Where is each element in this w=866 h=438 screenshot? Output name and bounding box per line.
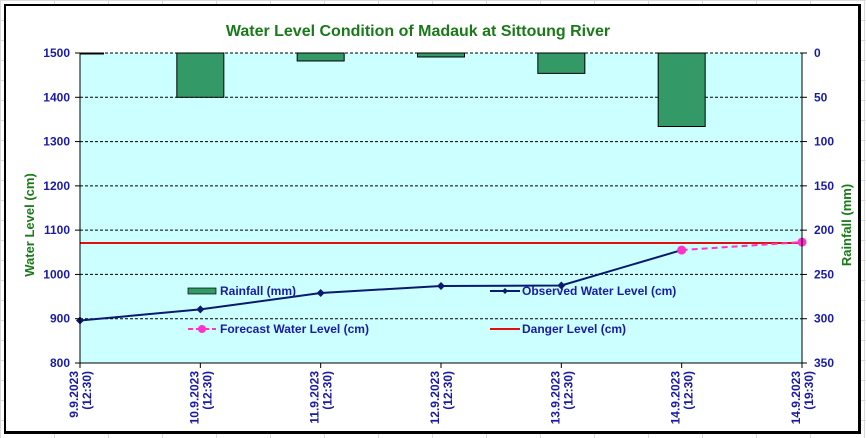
- x-tick-label: 14.9.2023 (19:30): [789, 371, 816, 425]
- rainfall-bar: [537, 52, 586, 74]
- x-tick-date: 14.9.2023: [789, 371, 803, 425]
- right-axis-title: Rainfall (mm): [839, 184, 854, 266]
- water-level-lines: [76, 237, 807, 325]
- right-tick-label: 50: [814, 90, 828, 104]
- left-tick-label: 1200: [43, 179, 70, 193]
- x-tick-date: 11.9.2023: [308, 371, 322, 424]
- forecast-water-level-point: [677, 245, 687, 255]
- x-tick-time: (12:30): [561, 371, 575, 410]
- rainfall-bar: [657, 52, 706, 128]
- left-tick-label: 1300: [43, 135, 70, 149]
- legend-observed-marker: [502, 288, 508, 294]
- x-tick-date: 14.9.2023: [669, 371, 683, 425]
- right-tick-label: 350: [814, 356, 834, 370]
- legend-forecast-label: Forecast Water Level (cm): [220, 322, 369, 336]
- x-tick-label: 14.9.2023 (12:30): [669, 371, 696, 425]
- right-tick-label: 150: [814, 179, 834, 193]
- left-tick-label: 1000: [43, 267, 70, 281]
- x-tick-date: 10.9.2023: [187, 371, 201, 425]
- x-tick-time: (12:30): [80, 371, 94, 410]
- left-tick-label: 800: [50, 356, 70, 370]
- legend-forecast-marker: [198, 325, 206, 333]
- x-tick-date: 9.9.2023: [67, 371, 81, 418]
- right-tick-label: 250: [814, 267, 834, 281]
- x-tick-label: 12.9.2023 (12:30): [428, 371, 455, 425]
- right-tick-label: 0: [814, 46, 821, 60]
- legend-danger-label: Danger Level (cm): [522, 322, 626, 336]
- rainfall-bars: [79, 52, 706, 128]
- observed-water-level-line: [79, 249, 682, 322]
- forecast-water-level-line: [681, 241, 803, 252]
- rainfall-bar: [417, 52, 465, 58]
- x-tick-time: (12:30): [321, 371, 335, 410]
- observed-water-level-point: [316, 289, 325, 298]
- left-axis-title: Water Level (cm): [22, 173, 37, 277]
- rainfall-bar: [79, 52, 104, 55]
- x-tick-label: 10.9.2023 (12:30): [187, 371, 214, 425]
- right-tick-label: 300: [814, 312, 834, 326]
- x-tick-time: (12:30): [441, 371, 455, 410]
- x-tick-label: 9.9.2023 (12:30): [67, 371, 94, 418]
- chart-title: Water Level Condition of Madauk at Sitto…: [226, 23, 610, 40]
- rainfall-bar: [176, 52, 225, 98]
- x-tick-label: 13.9.2023 (12:30): [548, 371, 575, 425]
- x-tick-label: 11.9.2023 (12:30): [308, 371, 335, 424]
- rainfall-bar: [296, 52, 345, 62]
- right-tick-label: 200: [814, 223, 834, 237]
- left-tick-label: 900: [50, 312, 70, 326]
- axes: 1500 1400 1300 1200 1100 1000 900 800 0 50 100 150 2…: [43, 46, 834, 424]
- left-tick-label: 1400: [43, 90, 70, 104]
- left-tick-label: 1100: [44, 223, 70, 237]
- x-tick-time: (19:30): [802, 371, 816, 410]
- legend-rainfall-label: Rainfall (mm): [220, 284, 296, 298]
- legend-rainfall-swatch: [187, 287, 217, 295]
- observed-water-level-point: [437, 281, 445, 290]
- x-tick-time: (12:30): [200, 371, 214, 410]
- legend-observed-label: Observed Water Level (cm): [522, 284, 676, 298]
- x-tick-time: (12:30): [682, 371, 696, 410]
- x-tick-date: 13.9.2023: [548, 371, 562, 425]
- legend: Rainfall (mm) Observed Water Level (cm) Fo…: [187, 284, 676, 336]
- left-tick-label: 1500: [43, 46, 70, 60]
- observed-water-level-point: [196, 305, 205, 314]
- right-tick-label: 100: [814, 135, 834, 149]
- observed-water-level-point: [557, 281, 566, 290]
- x-tick-date: 12.9.2023: [428, 371, 442, 425]
